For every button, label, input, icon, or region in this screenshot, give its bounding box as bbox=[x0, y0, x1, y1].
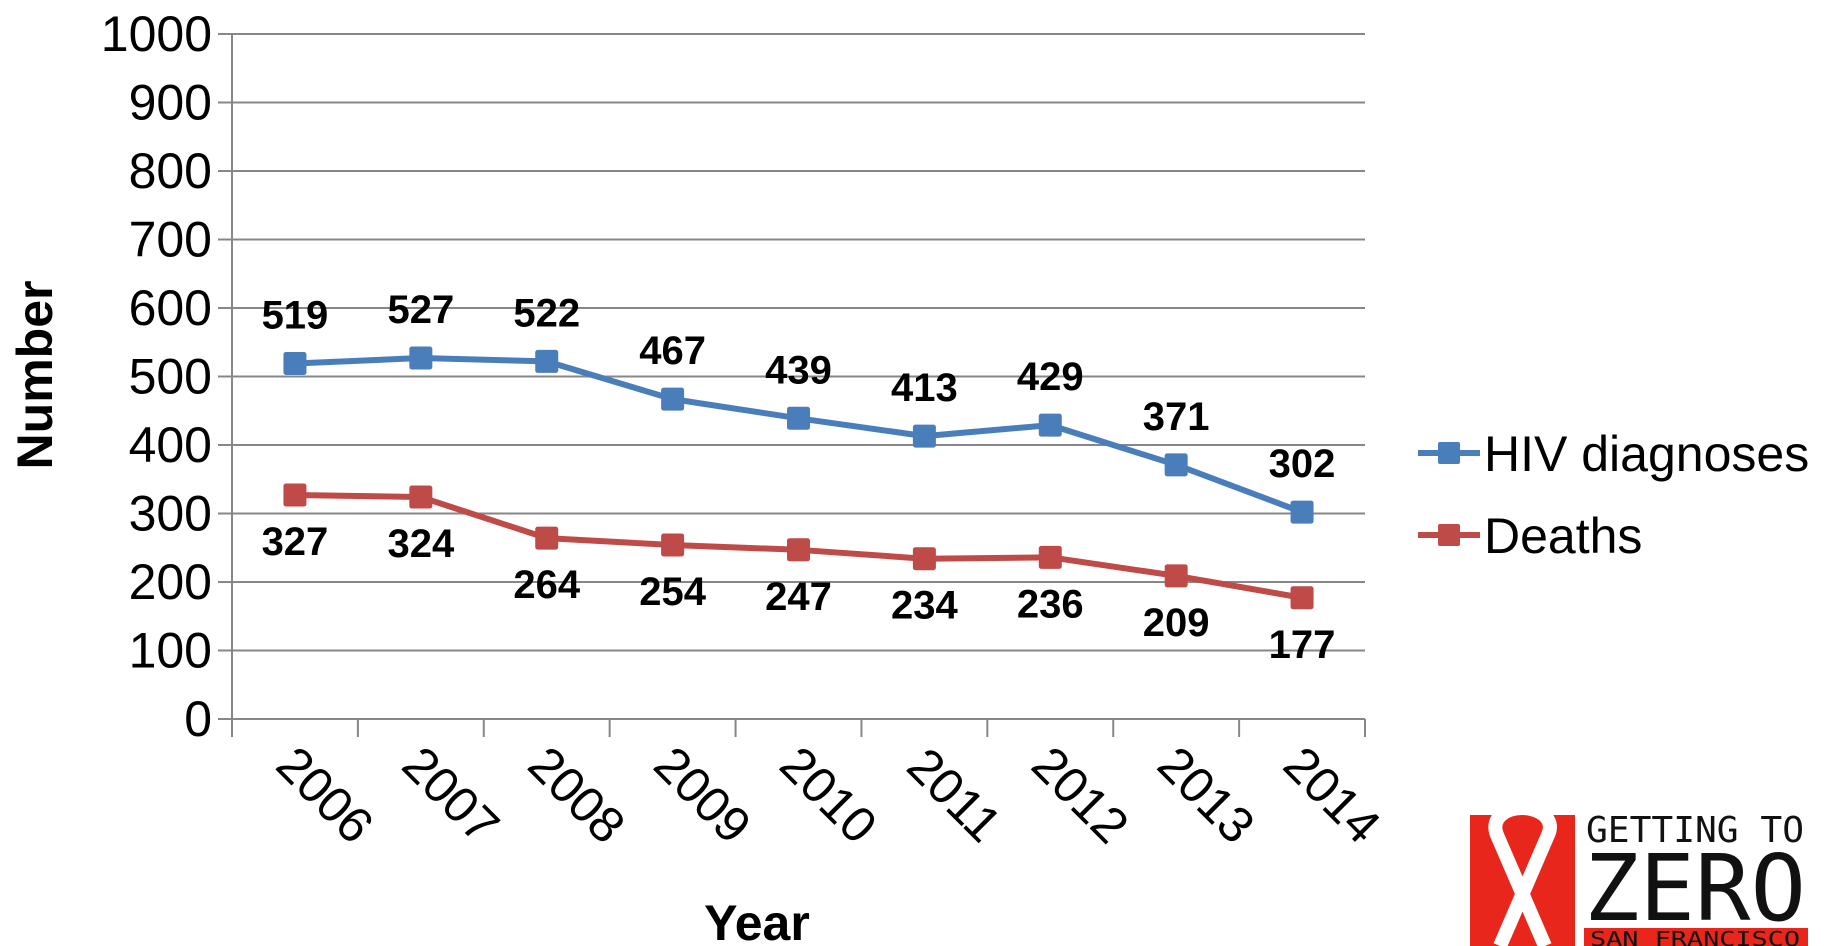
y-tick-label: 1000 bbox=[101, 6, 212, 62]
data-labels: 519 527 522 467 439 413 429 371 302 327 324 264 254 2… bbox=[262, 288, 1336, 667]
data-point bbox=[1164, 453, 1188, 477]
data-point bbox=[409, 346, 433, 370]
data-label: 519 bbox=[262, 293, 329, 337]
y-tick-label: 700 bbox=[129, 212, 212, 268]
data-point bbox=[1290, 500, 1314, 524]
ribbon-icon bbox=[1488, 801, 1557, 946]
data-point bbox=[1038, 413, 1062, 437]
x-tick-label: 2009 bbox=[644, 736, 762, 854]
x-tick-label: 2007 bbox=[392, 736, 510, 854]
data-label: 429 bbox=[1017, 355, 1084, 399]
getting-to-zero-logo: GETTING TO ZERO SAN FRANCISCO bbox=[1470, 801, 1808, 946]
x-tick-label: 2010 bbox=[769, 736, 887, 854]
gridlines bbox=[232, 33, 1365, 652]
data-label: 327 bbox=[262, 520, 329, 564]
legend: HIV diagnoses Deaths bbox=[1418, 426, 1809, 564]
y-tick-label: 100 bbox=[129, 623, 212, 679]
legend-swatch-marker bbox=[1438, 442, 1460, 464]
data-point bbox=[283, 483, 307, 507]
data-label: 209 bbox=[1143, 601, 1210, 645]
axes bbox=[218, 33, 1366, 737]
data-point bbox=[661, 533, 685, 557]
data-label: 177 bbox=[1269, 623, 1336, 667]
data-label: 413 bbox=[891, 366, 958, 410]
x-tick-label: 2008 bbox=[518, 736, 636, 854]
legend-label: Deaths bbox=[1484, 508, 1642, 564]
data-point bbox=[409, 485, 433, 509]
data-point bbox=[1290, 586, 1314, 610]
y-tick-label: 500 bbox=[129, 349, 212, 405]
x-tick-label: 2014 bbox=[1273, 736, 1391, 854]
y-tick-label: 400 bbox=[129, 417, 212, 473]
logo-line2: ZERO bbox=[1584, 835, 1806, 942]
data-point bbox=[535, 526, 559, 550]
data-point bbox=[1038, 545, 1062, 569]
logo-line1: GETTING TO bbox=[1586, 810, 1804, 851]
data-label: 254 bbox=[639, 570, 706, 614]
y-tick-label: 200 bbox=[129, 554, 212, 610]
y-tick-label: 0 bbox=[184, 691, 212, 747]
data-label: 522 bbox=[513, 291, 580, 335]
data-point bbox=[1164, 564, 1188, 588]
data-point bbox=[787, 406, 810, 430]
x-axis-title: Year bbox=[704, 895, 810, 946]
data-label: 236 bbox=[1017, 582, 1084, 626]
y-axis-title: Number bbox=[7, 281, 63, 470]
data-label: 302 bbox=[1269, 442, 1336, 486]
data-point bbox=[787, 538, 810, 562]
legend-label: HIV diagnoses bbox=[1484, 426, 1809, 482]
y-tick-label: 800 bbox=[129, 143, 212, 199]
data-label: 527 bbox=[387, 288, 454, 332]
data-point bbox=[661, 387, 685, 411]
legend-swatch-marker bbox=[1438, 524, 1460, 546]
logo-line3: SAN FRANCISCO bbox=[1590, 927, 1800, 946]
x-tick-label: 2013 bbox=[1147, 736, 1265, 854]
series-lines bbox=[283, 346, 1314, 610]
data-label: 439 bbox=[765, 348, 832, 392]
y-tick-label: 600 bbox=[129, 280, 212, 336]
data-label: 324 bbox=[387, 522, 454, 566]
y-tick-label: 300 bbox=[129, 486, 212, 542]
logo-bottom-bar bbox=[1584, 928, 1808, 946]
data-label: 234 bbox=[891, 584, 958, 628]
data-label: 247 bbox=[765, 575, 832, 619]
y-tick-label: 900 bbox=[129, 75, 212, 131]
y-tick-labels: 0 100 200 300 400 500 600 700 800 900 1000 bbox=[101, 6, 212, 747]
data-label: 264 bbox=[513, 563, 580, 607]
data-point bbox=[912, 547, 936, 571]
x-tick-label: 2012 bbox=[1021, 736, 1139, 854]
data-point bbox=[535, 349, 559, 373]
data-point bbox=[912, 424, 936, 448]
x-tick-labels: 2006 2007 2008 2009 2010 2011 2012 2013 2014 bbox=[266, 736, 1391, 854]
data-label: 371 bbox=[1143, 395, 1210, 439]
x-tick-label: 2011 bbox=[897, 737, 1013, 853]
data-point bbox=[283, 351, 307, 375]
data-label: 467 bbox=[639, 329, 706, 373]
x-tick-label: 2006 bbox=[266, 736, 384, 854]
